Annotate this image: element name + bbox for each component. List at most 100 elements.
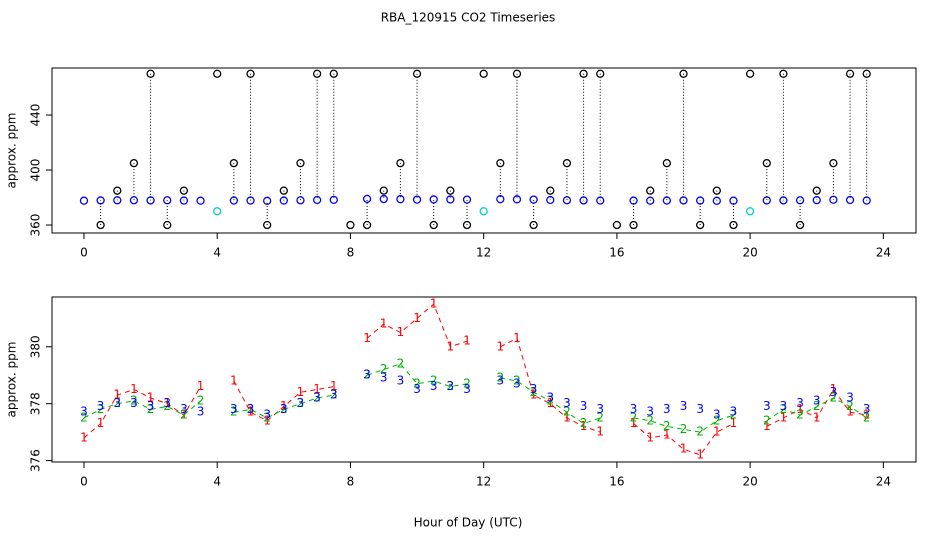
point [246, 69, 255, 78]
point-marker: 1 [730, 416, 738, 430]
point-marker: 2 [680, 422, 688, 436]
point-marker: 3 [680, 399, 688, 413]
point-marker: 2 [696, 425, 704, 439]
point-marker: 1 [463, 334, 471, 348]
point-marker: 2 [280, 402, 288, 416]
point [529, 220, 538, 230]
point [745, 69, 755, 78]
point-marker: 2 [546, 393, 554, 407]
plot-frame [51, 296, 917, 463]
point-marker: 2 [447, 379, 455, 393]
point-marker: 3 [863, 402, 871, 416]
point-marker: 2 [430, 373, 438, 387]
x-tick-label: 12 [476, 475, 491, 489]
point [196, 196, 205, 205]
point-marker: 1 [363, 331, 371, 345]
point-marker: 3 [147, 399, 155, 413]
series-line [633, 423, 734, 456]
point [612, 220, 622, 230]
point [729, 196, 738, 205]
point-marker: 2 [380, 362, 388, 376]
y-tick-label: 380 [29, 335, 43, 358]
point-marker: 3 [447, 379, 455, 393]
point-marker: 2 [330, 388, 338, 402]
point-marker: 3 [280, 402, 288, 416]
point [762, 158, 771, 168]
point-marker: 3 [413, 382, 421, 396]
point [362, 220, 372, 230]
point-marker: 1 [813, 410, 821, 424]
point-marker: 1 [680, 442, 688, 456]
point-marker: 2 [130, 393, 138, 407]
point-marker: 2 [713, 413, 721, 427]
point-marker: 2 [97, 402, 105, 416]
point-marker: 3 [97, 399, 105, 413]
x-tick-label: 0 [80, 475, 88, 489]
point-marker: 1 [530, 388, 538, 402]
point-marker: 3 [463, 382, 471, 396]
x-tick-label: 24 [876, 475, 891, 489]
point-marker: 1 [713, 425, 721, 439]
point-marker: 3 [713, 408, 721, 422]
point [629, 196, 638, 205]
x-tick-label: 16 [609, 246, 624, 260]
y-tick-label: 376 [29, 449, 43, 472]
series-line [366, 303, 468, 348]
point [429, 195, 438, 204]
point-marker: 2 [147, 402, 155, 416]
point-marker: 2 [163, 399, 171, 413]
point-marker: 3 [380, 371, 388, 385]
point [562, 158, 572, 168]
point-marker: 2 [263, 410, 271, 424]
chart-title: RBA_120915 CO2 Timeseries [381, 11, 556, 25]
point-marker: 3 [363, 368, 371, 382]
point-marker: 3 [513, 376, 521, 390]
point-marker: 1 [497, 339, 505, 353]
point-marker: 1 [513, 331, 521, 345]
point-marker: 3 [197, 405, 205, 419]
point-marker: 1 [413, 311, 421, 325]
point-marker: 2 [830, 390, 838, 404]
point-marker: 2 [197, 393, 205, 407]
point-marker: 3 [663, 402, 671, 416]
point-marker: 3 [430, 379, 438, 393]
point-marker: 1 [846, 405, 854, 419]
point [379, 194, 388, 204]
point-marker: 3 [830, 385, 838, 399]
point-marker: 1 [297, 385, 305, 399]
point-marker: 1 [113, 388, 121, 402]
point [812, 186, 821, 195]
point-marker: 2 [846, 399, 854, 413]
point [96, 220, 105, 230]
point [129, 158, 139, 168]
x-tick-label: 20 [742, 246, 757, 260]
point-marker: 2 [796, 408, 804, 422]
point-marker: 1 [380, 317, 388, 331]
point [396, 195, 405, 204]
point-marker: 2 [730, 408, 738, 422]
point-marker: 1 [563, 410, 571, 424]
point [812, 195, 821, 205]
point [462, 220, 472, 230]
point [329, 195, 338, 205]
point [79, 196, 89, 205]
point-marker: 3 [580, 399, 588, 413]
point [379, 186, 388, 195]
point [829, 158, 838, 168]
x-axis-title: Hour of Day (UTC) [414, 516, 523, 530]
point [546, 195, 555, 205]
point-marker: 1 [247, 405, 255, 419]
point-marker: 2 [497, 371, 505, 385]
point [479, 207, 488, 216]
y-tick-label: 360 [29, 214, 43, 237]
x-tick-label: 8 [347, 246, 355, 260]
series-line [233, 380, 334, 422]
point-marker: 2 [763, 413, 771, 427]
point-marker: 1 [796, 402, 804, 416]
point [146, 69, 155, 78]
y-tick-label: 440 [29, 104, 43, 127]
point [163, 220, 172, 230]
point-marker: 2 [180, 408, 188, 422]
point-marker: 1 [663, 427, 671, 441]
point-marker: 1 [280, 399, 288, 413]
